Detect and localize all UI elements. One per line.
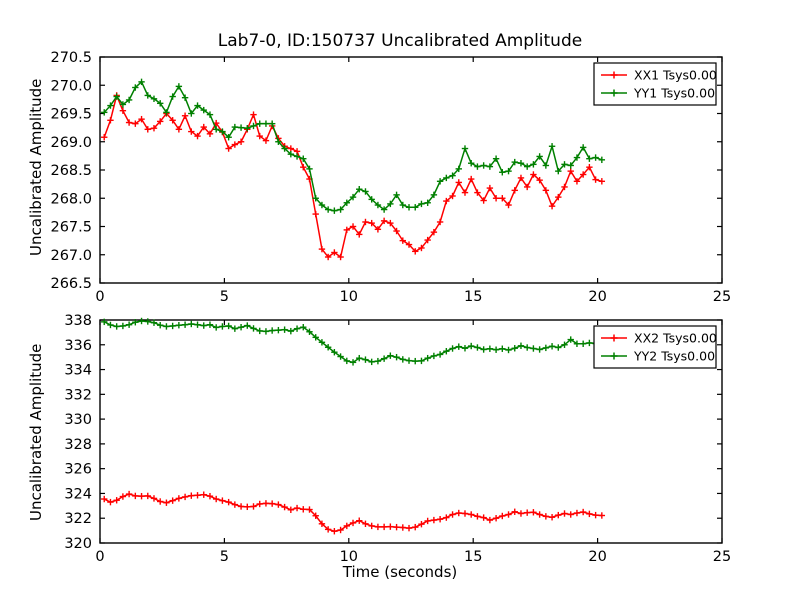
y-tick-label: 320 <box>64 536 92 552</box>
y-tick-label: 326 <box>64 462 92 478</box>
legend-bottom[interactable]: XX2 Tsys0.00 YY2 Tsys0.00 <box>593 325 717 369</box>
y-tick-label: 336 <box>64 338 92 354</box>
series-line-yy1 <box>103 80 603 212</box>
y-tick-label: 267.5 <box>50 220 92 236</box>
y-tick-label: 268.0 <box>50 191 92 207</box>
x-tick-label: 15 <box>464 289 482 305</box>
x-tick-label: 0 <box>95 549 104 565</box>
y-tick-label: 268.5 <box>50 163 92 179</box>
x-tick-label: 10 <box>340 289 358 305</box>
series-markers-yy2 <box>101 317 606 366</box>
axes-frame <box>99 319 723 544</box>
x-tick-label: 0 <box>95 289 104 305</box>
legend-box <box>593 62 717 106</box>
y-tick-label: 270.5 <box>50 50 92 66</box>
x-tick-label: 10 <box>340 549 358 565</box>
x-tick-label: 25 <box>713 549 731 565</box>
bottom-panel-ylabel: Uncalibrated Amplitude <box>27 343 45 521</box>
y-tick-label: 328 <box>64 437 92 453</box>
series-markers-xx1 <box>101 92 606 261</box>
y-tick-label: 330 <box>64 412 92 428</box>
legend-top[interactable]: XX1 Tsys0.00 YY1 Tsys0.00 <box>593 62 717 106</box>
x-tick-label: 20 <box>588 549 606 565</box>
figure-title: Lab7-0, ID:150737 Uncalibrated Amplitude <box>217 31 583 51</box>
axes-top: 0 5 10 15 20 25 266.5 267.0 267.5 268.0 268.5 269.0… <box>50 50 731 305</box>
figure-xlabel: Time (seconds) <box>342 563 458 581</box>
y-tick-label: 269.0 <box>50 135 92 151</box>
y-tick-label: 322 <box>64 511 92 527</box>
x-tick-label: 5 <box>220 549 229 565</box>
series-markers-yy1 <box>101 78 606 214</box>
top-panel-ylabel: Uncalibrated Amplitude <box>27 78 45 256</box>
legend-label: YY2 Tsys0.00 <box>633 349 715 364</box>
legend-label: XX1 Tsys0.00 <box>634 68 717 83</box>
axes-bottom: 0 5 10 15 20 25 320 322 324 326 328 330 332 334 336 338… <box>64 313 731 565</box>
y-tick-label: 267.0 <box>50 248 92 264</box>
y-tick-label: 338 <box>64 313 92 329</box>
x-tick-label: 15 <box>464 549 482 565</box>
y-tick-label: 332 <box>64 387 92 403</box>
legend-box <box>593 325 717 369</box>
y-tick-label: 324 <box>64 486 92 502</box>
series-markers-xx2 <box>101 490 606 535</box>
y-tick-label: 270.0 <box>50 78 92 94</box>
y-tick-label: 266.5 <box>50 276 92 292</box>
y-tick-label: 269.5 <box>50 107 92 123</box>
series-line-xx1 <box>103 93 603 259</box>
x-tick-label: 25 <box>713 289 731 305</box>
x-tick-label: 20 <box>588 289 606 305</box>
x-tick-label: 5 <box>220 289 229 305</box>
y-tick-label: 334 <box>64 363 92 379</box>
legend-label: XX2 Tsys0.00 <box>634 331 717 346</box>
legend-label: YY1 Tsys0.00 <box>633 86 715 101</box>
